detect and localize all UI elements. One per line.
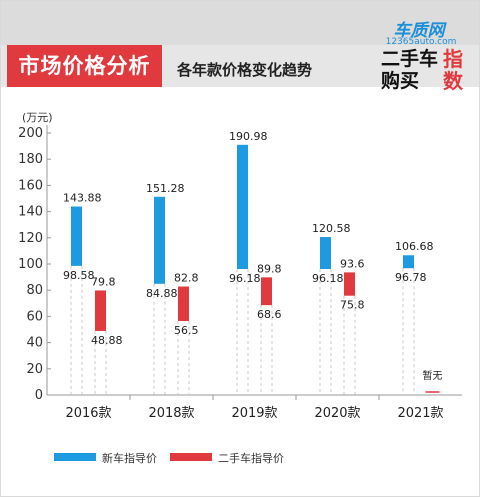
- y-axis-unit-label: (万元): [22, 111, 53, 124]
- data-label-low: 96.18: [229, 272, 261, 285]
- new-car-price-bar: [71, 206, 82, 266]
- data-label-low: 48.88: [91, 334, 123, 347]
- new-car-price-bar: [320, 237, 331, 270]
- data-label-high: 120.58: [312, 222, 351, 235]
- x-tick-label: 2020款: [314, 406, 360, 421]
- data-label-low: 98.58: [63, 269, 95, 282]
- page-subtitle: 各年款价格变化趋势: [177, 61, 313, 79]
- header-bar: 市场价格分析 各年款价格变化趋势: [1, 1, 479, 87]
- y-tick-label: 80: [26, 283, 43, 298]
- used-car-price-bar: [178, 286, 189, 321]
- y-tick-label: 60: [26, 309, 43, 324]
- data-label-low: 96.18: [312, 272, 344, 285]
- brand-logo: 车质网 12365auto.com 二手车 购买 指 数: [375, 16, 467, 96]
- legend-label-new-car: 新车指导价: [102, 452, 157, 465]
- data-label-high: 79.8: [91, 275, 116, 288]
- x-tick-label: 2021款: [397, 406, 443, 421]
- logo-url-text: 12365auto.com: [385, 37, 457, 47]
- new-car-price-bar: [403, 255, 414, 269]
- legend-swatch-new-car: [54, 453, 96, 461]
- data-label-high: 106.68: [395, 240, 434, 253]
- data-label-high: 190.98: [229, 130, 268, 143]
- data-label-low: 84.88: [146, 287, 178, 300]
- new-car-price-bar: [154, 196, 165, 284]
- y-tick-label: 140: [18, 205, 43, 220]
- data-label-high: 93.6: [340, 257, 365, 270]
- data-label-high: 143.88: [63, 192, 102, 205]
- y-tick-label: 20: [26, 362, 43, 377]
- logo-accent1: 指: [443, 47, 463, 71]
- logo-line2: 购买: [381, 70, 420, 92]
- x-tick-label: 2019款: [231, 406, 277, 421]
- legend-label-used-car: 二手车指导价: [218, 452, 284, 465]
- y-tick-label: 0: [35, 388, 43, 403]
- legend-swatch-used-car: [170, 453, 212, 461]
- x-tick-label: 2016款: [65, 406, 111, 421]
- data-label-high: 151.28: [146, 182, 185, 195]
- data-label-high: 82.8: [174, 272, 199, 285]
- logo-accent2: 数: [443, 69, 463, 93]
- y-tick-label: 200: [18, 126, 43, 141]
- page-title: 市场价格分析: [7, 45, 162, 87]
- data-label-low: 75.8: [340, 299, 365, 312]
- y-tick-label: 180: [18, 152, 43, 167]
- logo-brand-text: 车质网: [393, 21, 445, 41]
- logo-line1: 二手车: [381, 48, 439, 70]
- y-tick-label: 120: [18, 231, 43, 246]
- data-label-high: 89.8: [257, 262, 282, 275]
- no-data-annotation: 暂无: [423, 370, 443, 382]
- used-car-price-bar: [95, 290, 106, 331]
- data-label-low: 96.78: [395, 271, 427, 284]
- new-car-price-bar: [237, 144, 248, 270]
- y-tick-label: 100: [18, 257, 43, 272]
- y-tick-label: 160: [18, 178, 43, 193]
- data-label-low: 56.5: [174, 324, 199, 337]
- y-tick-label: 40: [26, 336, 43, 351]
- data-label-low: 68.6: [257, 308, 282, 321]
- used-car-price-bar: [344, 272, 355, 296]
- x-tick-label: 2018款: [148, 406, 194, 421]
- used-car-price-bar: [261, 277, 272, 306]
